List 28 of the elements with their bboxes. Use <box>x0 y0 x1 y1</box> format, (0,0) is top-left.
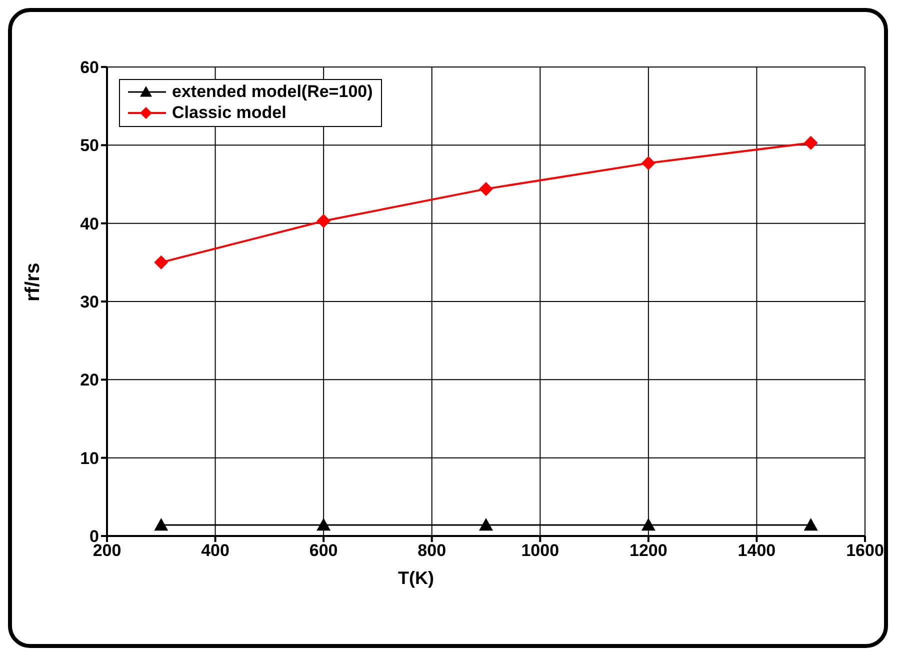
y-tick-label: 30 <box>80 292 99 312</box>
y-tick-label: 50 <box>80 136 99 156</box>
y-axis-title: rf/rs <box>22 262 44 302</box>
point <box>804 518 818 531</box>
x-tick-label: 1000 <box>521 541 560 560</box>
x-tick-label: 200 <box>92 541 122 560</box>
legend-label: extended model(Re=100) <box>172 82 373 102</box>
y-tick-label: 10 <box>80 448 99 468</box>
x-tick-label: 1200 <box>630 541 668 560</box>
point <box>154 518 168 531</box>
x-tick-label: 600 <box>309 541 338 560</box>
y-tick-label: 40 <box>80 214 99 234</box>
x-axis-title: T(K) <box>398 568 434 588</box>
point <box>479 182 493 196</box>
x-tick-label: 1400 <box>738 541 776 560</box>
point <box>641 518 656 531</box>
point <box>641 156 656 170</box>
point <box>479 518 493 531</box>
y-tick-label: 60 <box>80 58 99 78</box>
x-tick-label: 800 <box>418 541 446 560</box>
point <box>316 518 331 531</box>
x-tick-label: 400 <box>201 541 230 560</box>
y-tick-label: 20 <box>80 370 99 390</box>
legend-label: Classic model <box>172 102 286 122</box>
x-tick-label: 1600 <box>846 541 884 560</box>
point <box>804 136 818 150</box>
point <box>154 255 168 270</box>
point <box>316 214 331 228</box>
